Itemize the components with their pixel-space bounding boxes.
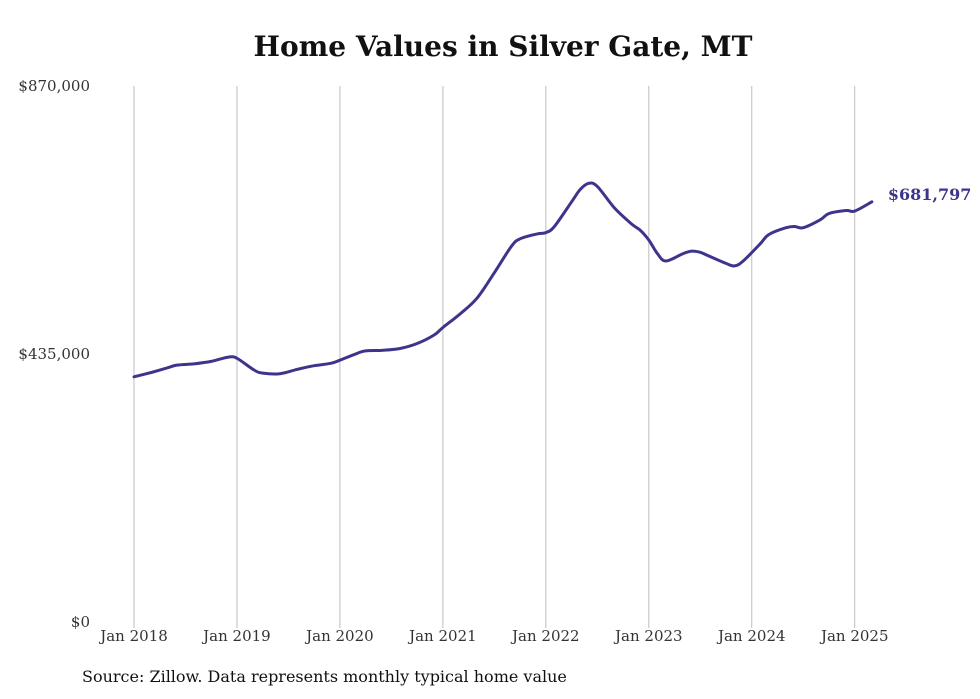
x-tick-label: Jan 2020 <box>304 627 374 645</box>
y-tick-label: $435,000 <box>18 345 90 363</box>
source-note: Source: Zillow. Data represents monthly … <box>82 667 567 686</box>
plot-area: $681,797 <box>132 181 972 379</box>
home-value-line <box>132 181 874 379</box>
end-value-label: $681,797 <box>888 185 972 204</box>
x-tick-label: Jan 2025 <box>819 627 889 645</box>
x-tick-label: Jan 2023 <box>613 627 683 645</box>
x-tick-label: Jan 2024 <box>716 627 786 645</box>
chart-title: Home Values in Silver Gate, MT <box>253 30 753 63</box>
x-axis: Jan 2018 Jan 2019 Jan 2020 Jan 2021 Jan 2022… <box>98 627 888 645</box>
y-axis: $0 $435,000 $870,000 <box>18 77 90 631</box>
y-tick-label: $0 <box>71 613 90 631</box>
y-tick-label: $870,000 <box>18 77 90 95</box>
x-tick-label: Jan 2018 <box>98 627 168 645</box>
gridlines <box>133 86 856 628</box>
x-tick-label: Jan 2019 <box>201 627 271 645</box>
x-tick-label: Jan 2022 <box>510 627 580 645</box>
x-tick-label: Jan 2021 <box>407 627 477 645</box>
